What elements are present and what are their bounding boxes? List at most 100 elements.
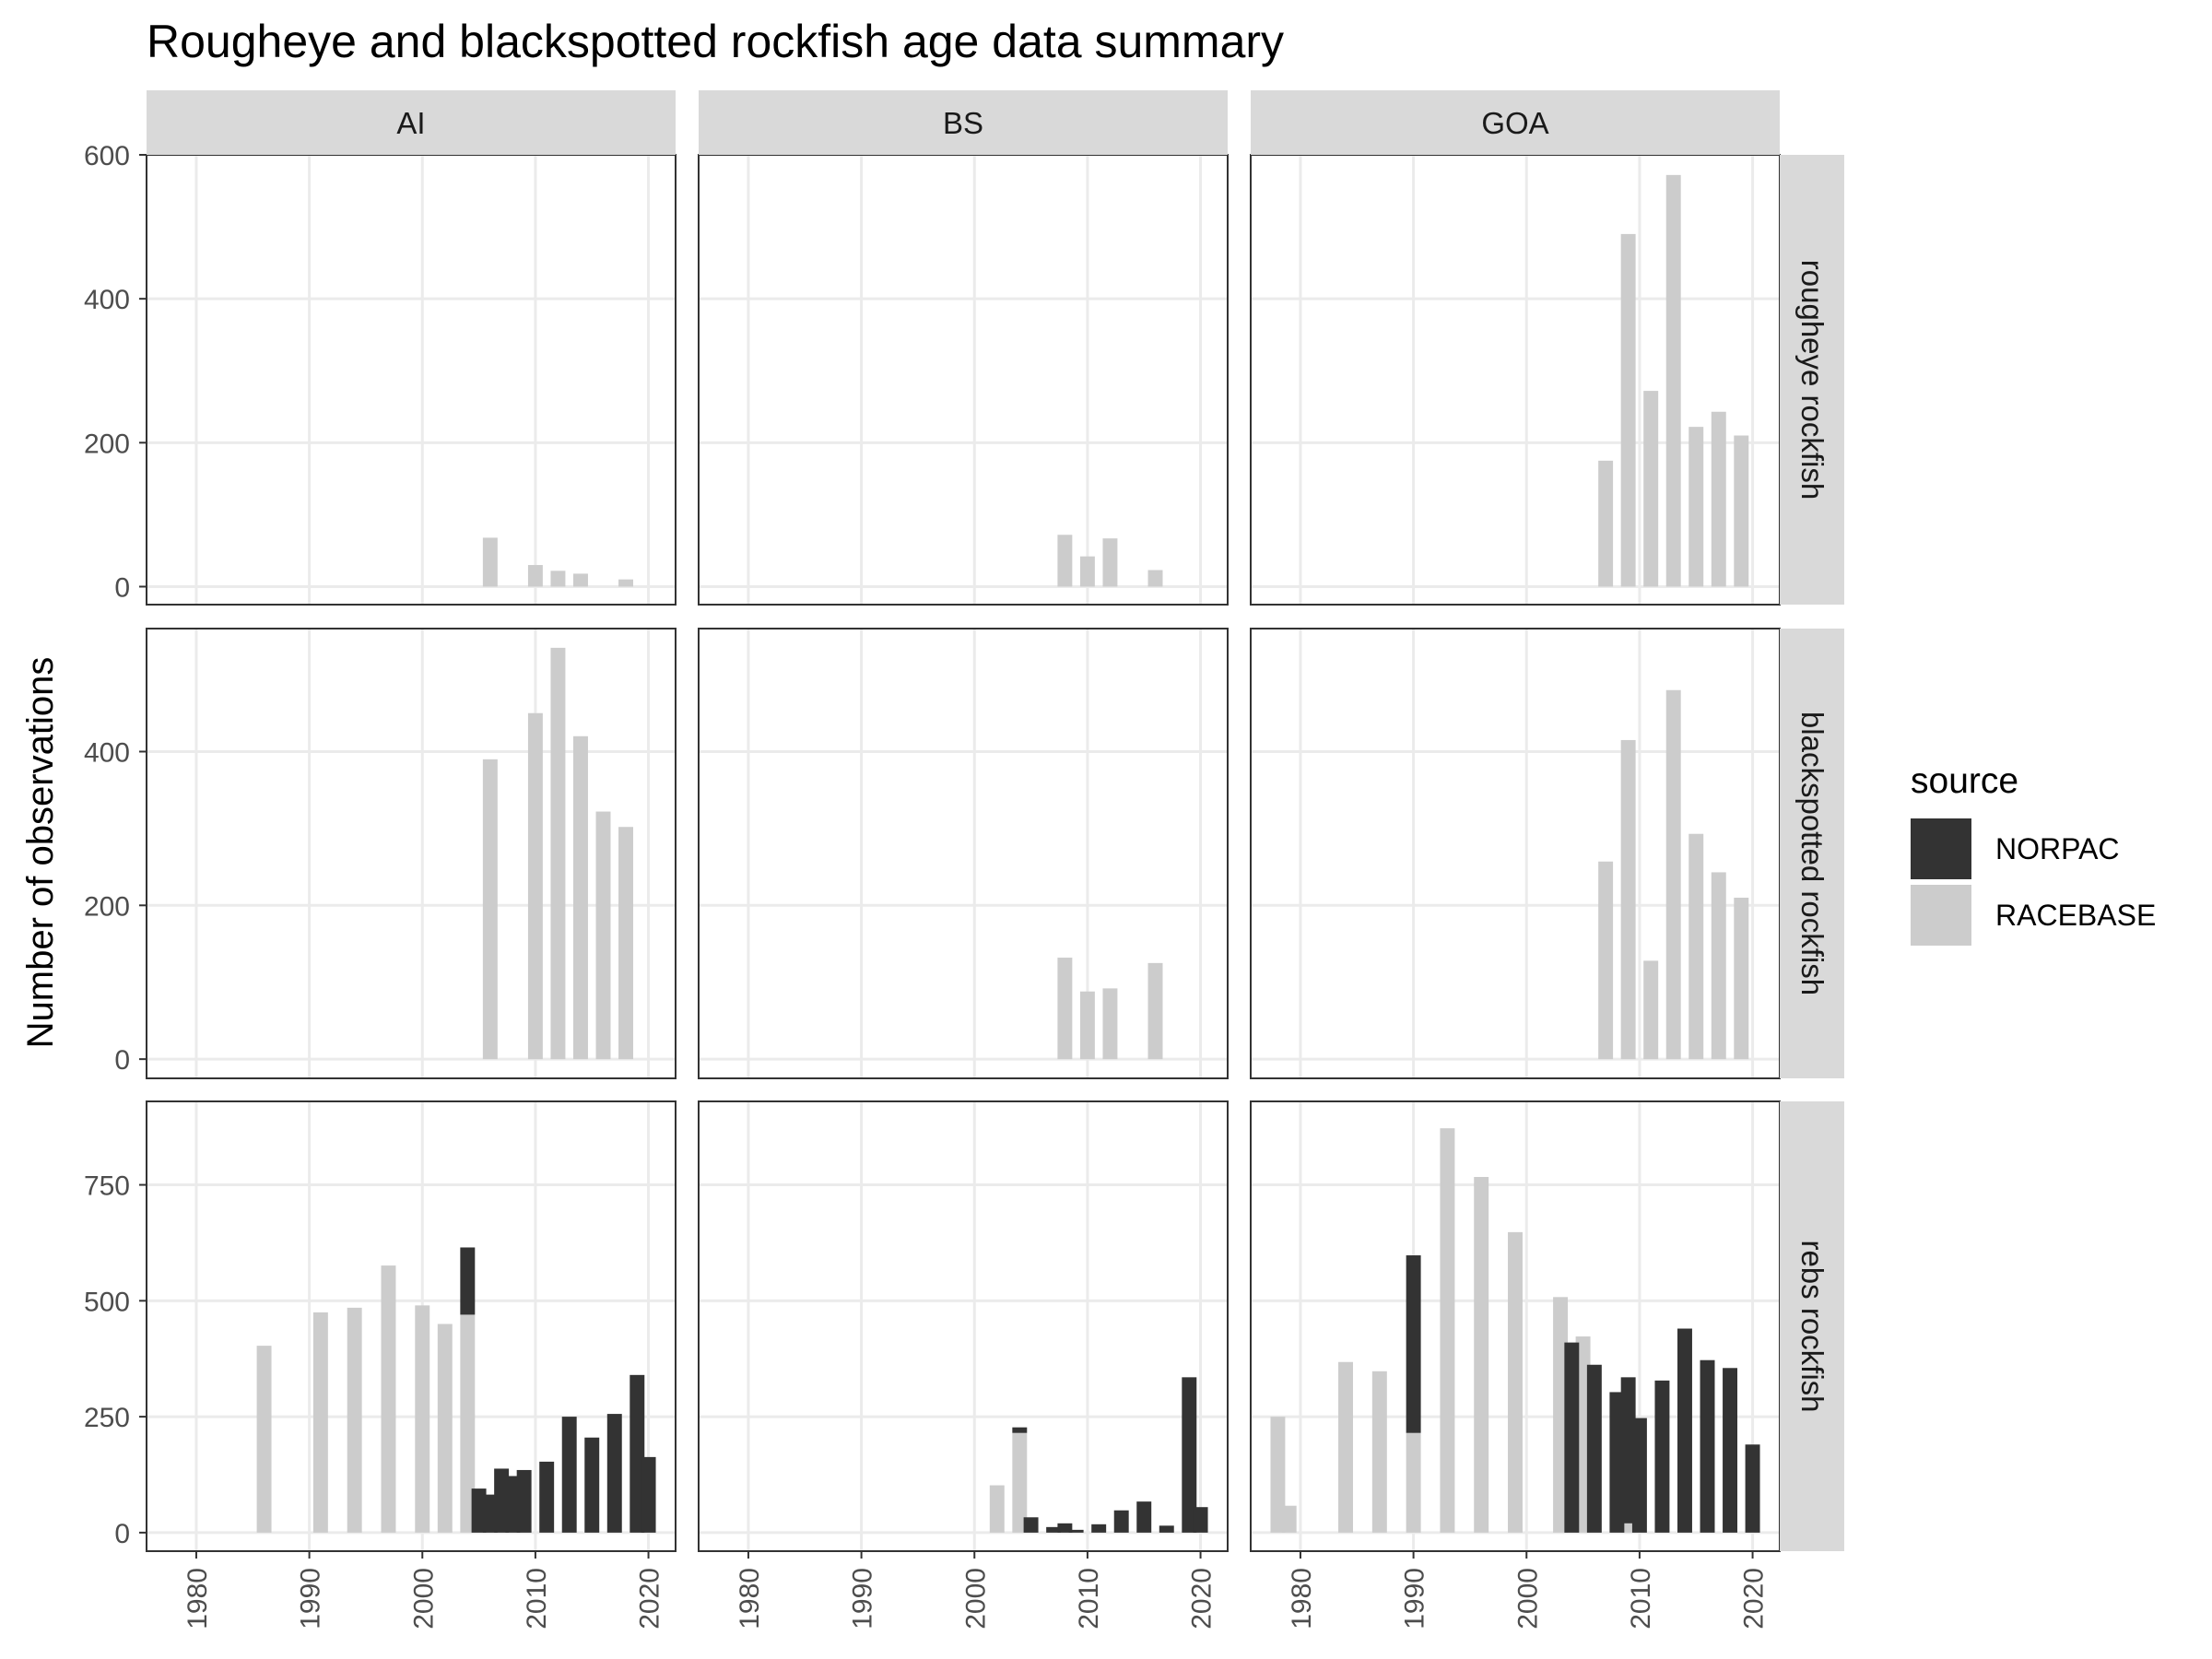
bar-racebase-2010: [527, 565, 543, 587]
bar-racebase-2004: [460, 1314, 476, 1533]
legend-key-norpac: [1911, 818, 1971, 879]
panel-bs-1: [699, 629, 1228, 1078]
legend: source NORPAC RACEBASE: [1911, 761, 2156, 946]
bar-norpac-2020: [1193, 1507, 1208, 1533]
bars-goa-2: [1270, 1128, 1760, 1533]
bar-racebase-2009: [1620, 1523, 1636, 1533]
strip-bs: [699, 90, 1228, 155]
bar-racebase-2005: [1575, 1336, 1591, 1533]
bar-norpac-2009: [516, 1469, 532, 1533]
x-tick-label: 1990: [296, 1568, 326, 1630]
bars-goa-1: [1598, 689, 1749, 1060]
x-tick-label: 2020: [635, 1568, 665, 1630]
bar-racebase-2016: [595, 811, 611, 1060]
bar-racebase-2009: [1620, 739, 1636, 1060]
y-tick-label: 0: [114, 1519, 130, 1549]
strip-label-bs: BS: [943, 106, 983, 140]
bar-norpac-2013: [1113, 1510, 1129, 1533]
bar-racebase-2002: [989, 1485, 1005, 1533]
bar-norpac-2007: [494, 1468, 510, 1533]
x-tick-label: 2000: [408, 1568, 439, 1630]
bar-racebase-2015: [1688, 427, 1704, 587]
y-tick-label: 500: [84, 1287, 130, 1317]
bars-goa-0: [1598, 174, 1749, 587]
y-tick-label: 200: [84, 891, 130, 922]
x-tick-label: 2010: [1626, 1568, 1656, 1630]
bar-norpac-2005: [471, 1488, 487, 1533]
bar-racebase-2019: [1734, 435, 1749, 587]
bar-norpac-2006: [482, 1494, 498, 1533]
strip-label-goa: GOA: [1481, 106, 1548, 140]
bars-bs-1: [1057, 958, 1163, 1060]
bar-norpac-2010: [1631, 1418, 1647, 1533]
panel-border: [698, 628, 1229, 1079]
bar-racebase-1979: [1281, 1505, 1297, 1533]
y-tick-label: 400: [84, 737, 130, 768]
bar-norpac-2012: [1654, 1380, 1670, 1533]
x-tick-label: 2020: [1187, 1568, 1218, 1630]
bar-norpac-2008: [505, 1476, 521, 1533]
bar-racebase-1994: [347, 1307, 362, 1533]
panel-border: [146, 1100, 677, 1552]
bar-racebase-2013: [1665, 689, 1681, 1060]
bar-racebase-2012: [1102, 538, 1118, 587]
bar-norpac-2014: [1677, 1328, 1692, 1533]
y-tick-label: 400: [84, 285, 130, 315]
bar-racebase-1990: [1406, 1432, 1421, 1533]
row-strip-0: [1780, 155, 1844, 605]
x-tick-label: 1990: [1400, 1568, 1430, 1630]
bar-norpac-2004: [1012, 1427, 1028, 1433]
bar-racebase-2007: [1598, 861, 1614, 1060]
x-tick-label: 1980: [182, 1568, 213, 1630]
bar-racebase-1978: [1270, 1417, 1286, 1533]
bar-racebase-1987: [1371, 1371, 1387, 1533]
bar-racebase-2011: [1643, 391, 1659, 587]
y-axis-title: Number of observations: [20, 657, 61, 1049]
bar-norpac-2019: [1182, 1377, 1197, 1533]
strip-ai: [147, 90, 676, 155]
x-tick-label: 2020: [1739, 1568, 1770, 1630]
bars-bs-0: [1057, 535, 1163, 587]
x-tick-label: 1980: [735, 1568, 765, 1630]
bar-racebase-2000: [415, 1305, 430, 1533]
x-tick-label: 2010: [522, 1568, 552, 1630]
bars-ai-2: [256, 1247, 656, 1533]
bar-racebase-2010: [1079, 556, 1095, 587]
legend-key-racebase: [1911, 885, 1971, 946]
bar-racebase-2018: [618, 827, 634, 1060]
x-tick-label: 1980: [1287, 1568, 1317, 1630]
bar-racebase-2006: [482, 759, 498, 1060]
bars-ai-1: [482, 647, 634, 1060]
panel-background: [699, 1101, 1228, 1551]
y-tick-label: 0: [114, 572, 130, 603]
panel-border: [146, 628, 677, 1079]
bar-norpac-2004: [1564, 1342, 1580, 1533]
x-tick-label: 2000: [1512, 1568, 1543, 1630]
bars-ai-0: [482, 537, 634, 587]
bar-racebase-2008: [1057, 535, 1073, 587]
bar-norpac-2007: [1046, 1526, 1062, 1533]
bar-racebase-2010: [527, 712, 543, 1060]
bar-racebase-2013: [1665, 174, 1681, 587]
x-tick-label: 2000: [960, 1568, 991, 1630]
legend-label-norpac: NORPAC: [1995, 832, 2120, 865]
bar-norpac-2009: [1620, 1377, 1636, 1524]
y-tick-label: 750: [84, 1171, 130, 1202]
bar-racebase-1991: [312, 1312, 328, 1533]
bar-racebase-2008: [1057, 958, 1073, 1060]
bar-racebase-1997: [381, 1265, 396, 1533]
bar-racebase-1986: [256, 1346, 272, 1533]
y-tick-label: 600: [84, 141, 130, 171]
bar-racebase-2011: [1643, 960, 1659, 1060]
bar-racebase-2012: [550, 647, 566, 1060]
panel-background: [699, 155, 1228, 605]
bar-racebase-1993: [1440, 1128, 1455, 1533]
bar-norpac-2008: [1609, 1392, 1625, 1533]
bar-norpac-2005: [1023, 1517, 1039, 1533]
y-tick-label: 0: [114, 1045, 130, 1076]
panel-bs-2: [699, 1101, 1228, 1551]
bar-norpac-2011: [539, 1461, 555, 1533]
bar-racebase-2016: [1147, 962, 1163, 1060]
bar-racebase-2012: [1102, 988, 1118, 1060]
